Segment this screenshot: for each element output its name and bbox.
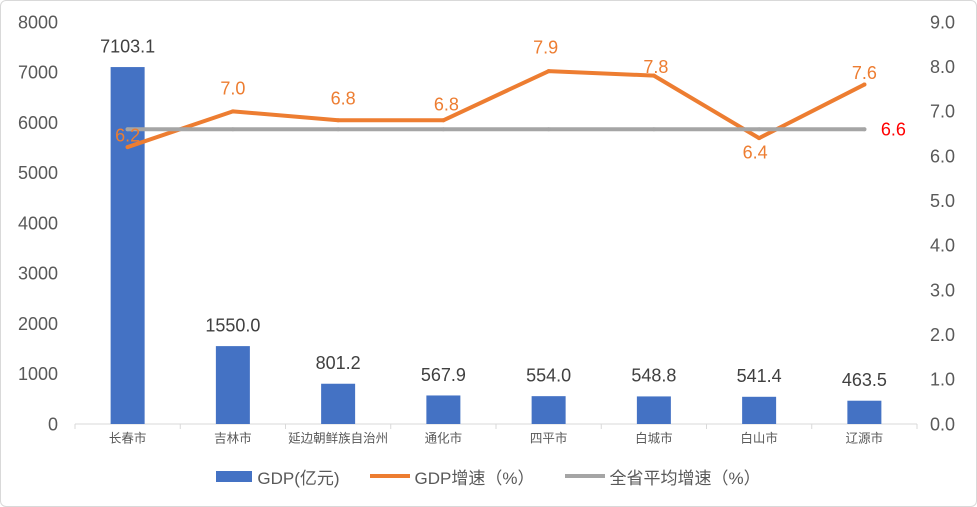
gdp-bar: [110, 67, 145, 425]
series-marks: [110, 67, 882, 425]
growth-point: [336, 118, 341, 123]
growth-label: 6.2: [115, 125, 140, 145]
gdp-bar-label: 554.0: [526, 365, 571, 385]
y-axis-tick-label: 2000: [18, 314, 58, 334]
y2-axis-tick-label: 9.0: [930, 12, 955, 32]
legend-item-gdp: GDP(亿元): [216, 464, 340, 489]
growth-label: 7.9: [533, 37, 558, 57]
growth-label: 6.4: [743, 142, 768, 162]
gdp-bar: [426, 395, 461, 424]
y2-axis-tick-label: 8.0: [930, 57, 955, 77]
average-point: [757, 127, 762, 132]
average-point: [546, 127, 551, 132]
legend-marker-gdp: [216, 470, 253, 482]
gdp-bar: [742, 396, 777, 424]
legend-label-gdp: GDP(亿元): [257, 468, 340, 488]
x-axis-category-label: 白山市: [740, 430, 778, 445]
average-point: [441, 127, 446, 132]
y-axis-tick-label: 5000: [18, 163, 58, 183]
gdp-bar: [531, 396, 566, 424]
growth-label: 7.0: [220, 79, 245, 99]
y2-axis-tick-label: 4.0: [930, 236, 955, 256]
average-point: [336, 127, 341, 132]
growth-point: [757, 136, 762, 141]
gdp-bar-label: 1550.0: [205, 315, 260, 335]
growth-point: [862, 82, 867, 87]
y2-axis-tick-label: 3.0: [930, 280, 955, 300]
x-axis-category-label: 延边朝鲜族自治州: [288, 431, 388, 445]
x-axis-category-label: 辽源市: [846, 430, 884, 445]
y2-axis-tick-label: 0.0: [930, 414, 955, 434]
y-axis-tick-label: 7000: [18, 63, 58, 83]
growth-label: 7.8: [643, 57, 668, 77]
growth-point: [546, 69, 551, 74]
growth-point: [651, 73, 656, 78]
gdp-bar-label: 541.4: [737, 366, 782, 386]
growth-point: [230, 109, 235, 114]
legend-marker-average: [564, 474, 605, 478]
growth-point: [441, 118, 446, 123]
y-axis-tick-label: 1000: [18, 364, 58, 384]
growth-label: 6.8: [331, 89, 356, 109]
axes: 长春市 吉林市 延边朝鲜族自治州 通化市 四平市 白城市 白山市 辽源市 0 1000 2000 30…: [18, 12, 955, 445]
growth-point: [125, 145, 130, 150]
gdp-bar: [636, 396, 671, 424]
gdp-bar-label: 7103.1: [100, 36, 155, 56]
gdp-bar-label: 801.2: [316, 353, 361, 373]
average-point: [125, 127, 130, 132]
x-axis-category-label: 通化市: [425, 430, 463, 445]
gdp-bar: [215, 346, 250, 424]
average-series: [125, 127, 867, 132]
growth-label: 7.6: [852, 63, 877, 83]
average-point: [230, 127, 235, 132]
y-axis-tick-label: 3000: [18, 264, 58, 284]
data-labels: 7103.1 1550.0 801.2 567.9 554.0 548.8 541.4 463…: [100, 36, 906, 390]
gdp-bar-label: 567.9: [421, 365, 466, 385]
y2-axis-tick-label: 5.0: [930, 191, 955, 211]
y-axis-tick-label: 4000: [18, 213, 58, 233]
gdp-bar-label: 548.8: [631, 366, 676, 386]
legend: GDP(亿元) GDP增速（%） 全省平均增速（%）: [0, 464, 977, 488]
legend-label-growth: GDP增速（%）: [414, 468, 535, 488]
growth-label: 6.8: [434, 95, 459, 115]
legend-marker-growth: [369, 474, 410, 478]
x-axis-category-label: 四平市: [530, 430, 568, 445]
y2-axis-tick-label: 6.0: [930, 146, 955, 166]
legend-label-average: 全省平均增速（%）: [609, 468, 761, 488]
x-axis-category-label: 长春市: [109, 430, 147, 445]
y2-axis-tick-label: 1.0: [930, 370, 955, 390]
gdp-bar: [847, 400, 882, 424]
x-axis-category-label: 吉林市: [214, 430, 252, 445]
average-point: [862, 127, 867, 132]
gdp-bar: [321, 383, 356, 424]
gdp-bar-label: 463.5: [842, 370, 887, 390]
average-label: 6.6: [881, 120, 906, 140]
x-axis-category-label: 白城市: [635, 430, 673, 445]
average-point: [651, 127, 656, 132]
y-axis-tick-label: 6000: [18, 113, 58, 133]
legend-item-average: 全省平均增速（%）: [564, 464, 761, 489]
y-axis-tick-label: 8000: [18, 12, 58, 32]
y2-axis-tick-label: 2.0: [930, 325, 955, 345]
y2-axis-tick-label: 7.0: [930, 102, 955, 122]
legend-item-growth: GDP增速（%）: [369, 464, 535, 489]
gdp-bars: [110, 67, 882, 425]
y-axis-tick-label: 0: [48, 414, 58, 434]
